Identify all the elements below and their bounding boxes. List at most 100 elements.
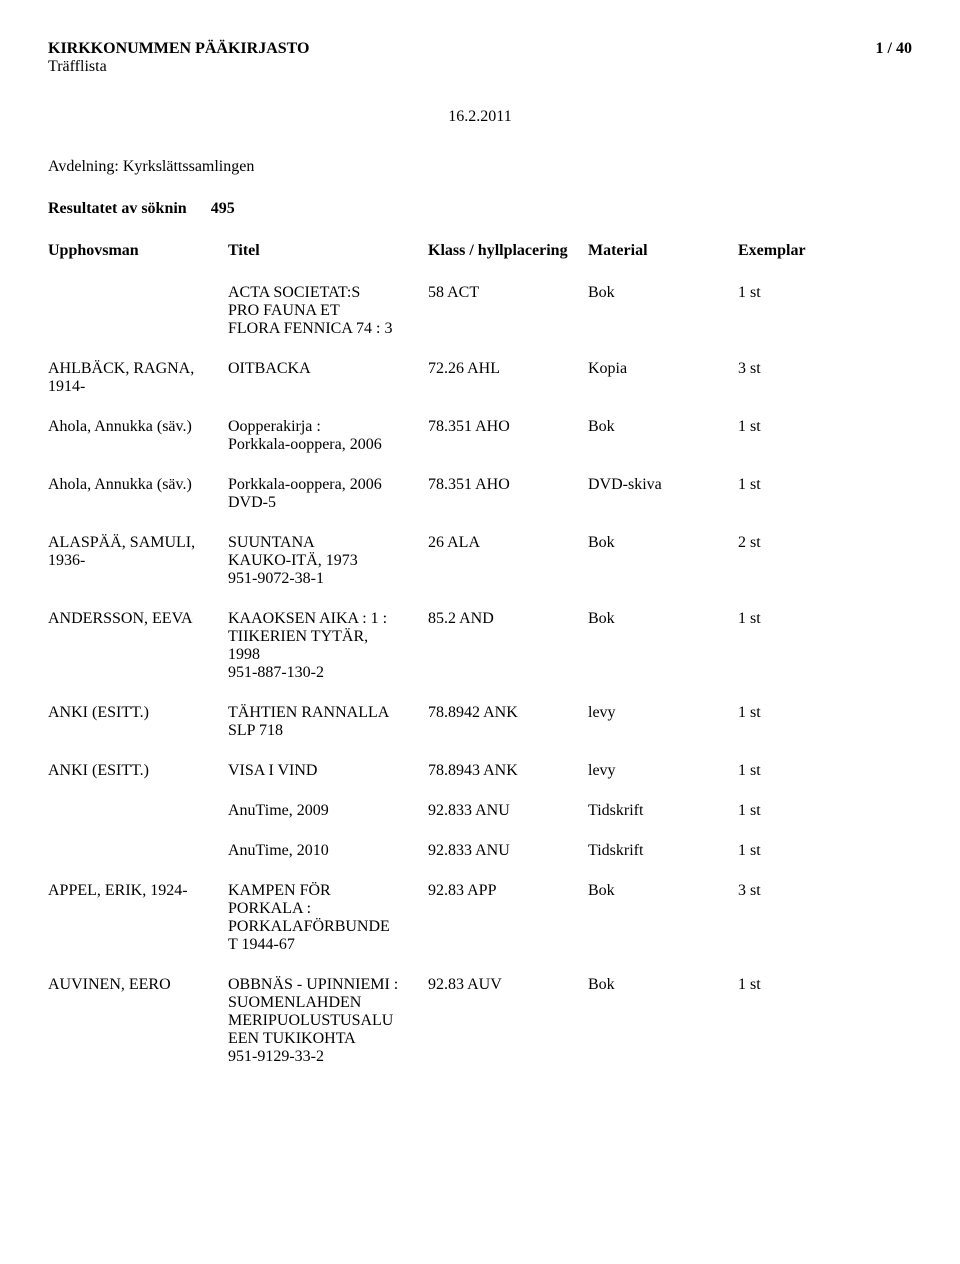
title-line: EEN TUKIKOHTA <box>228 1030 416 1048</box>
cell-author: ANKI (ESITT.) <box>48 762 228 780</box>
title-line: PORKALAFÖRBUNDE <box>228 918 416 936</box>
cell-material: DVD-skiva <box>588 476 738 494</box>
cell-author: ALASPÄÄ, SAMULI, 1936- <box>48 534 228 570</box>
table-row: AnuTime, 2010 92.833 ANUTidskrift1 st <box>48 842 912 860</box>
col-class: Klass / hyllplacering <box>428 242 588 260</box>
title-line: SUUNTANA <box>228 534 416 552</box>
rows-container: ACTA SOCIETAT:SPRO FAUNA ETFLORA FENNICA… <box>48 284 912 1066</box>
cell-title: AnuTime, 2009 <box>228 802 428 820</box>
cell-material: Bok <box>588 882 738 900</box>
title-line: SLP 718 <box>228 722 416 740</box>
title-line: OITBACKA <box>228 360 416 378</box>
table-row: APPEL, ERIK, 1924-KAMPEN FÖRPORKALA :POR… <box>48 882 912 954</box>
column-headers: Upphovsman Titel Klass / hyllplacering M… <box>48 242 912 260</box>
table-row: AHLBÄCK, RAGNA, 1914-OITBACKA 72.26 AHLKo… <box>48 360 912 396</box>
title-line: KAUKO-ITÄ, 1973 <box>228 552 416 570</box>
table-row: Ahola, Annukka (säv.)Oopperakirja :Porkk… <box>48 418 912 454</box>
cell-title: Porkkala-ooppera, 2006DVD-5 <box>228 476 428 512</box>
cell-class: 78.8942 ANK <box>428 704 588 722</box>
cell-class: 92.83 AUV <box>428 976 588 994</box>
title-line: AnuTime, 2009 <box>228 802 416 820</box>
col-title: Titel <box>228 242 428 260</box>
cell-copies: 2 st <box>738 534 858 552</box>
cell-author: AHLBÄCK, RAGNA, 1914- <box>48 360 228 396</box>
table-row: ACTA SOCIETAT:SPRO FAUNA ETFLORA FENNICA… <box>48 284 912 338</box>
cell-material: Bok <box>588 610 738 628</box>
cell-class: 78.8943 ANK <box>428 762 588 780</box>
table-row: ALASPÄÄ, SAMULI, 1936-SUUNTANAKAUKO-ITÄ,… <box>48 534 912 588</box>
title-line: 951-9129-33-2 <box>228 1048 416 1066</box>
title-line: TIIKERIEN TYTÄR, <box>228 628 416 646</box>
cell-class: 92.833 ANU <box>428 842 588 860</box>
cell-class: 78.351 AHO <box>428 476 588 494</box>
cell-material: Bok <box>588 534 738 552</box>
result-count: 495 <box>211 200 235 218</box>
cell-copies: 3 st <box>738 882 858 900</box>
cell-copies: 1 st <box>738 762 858 780</box>
cell-material: Bok <box>588 976 738 994</box>
table-row: ANKI (ESITT.)VISA I VIND 78.8943 ANKlevy1… <box>48 762 912 780</box>
cell-title: KAMPEN FÖRPORKALA :PORKALAFÖRBUNDET 1944… <box>228 882 428 954</box>
title-line: AnuTime, 2010 <box>228 842 416 860</box>
list-subtitle: Träfflista <box>48 58 912 76</box>
cell-copies: 1 st <box>738 418 858 436</box>
cell-title: ACTA SOCIETAT:SPRO FAUNA ETFLORA FENNICA… <box>228 284 428 338</box>
title-line: Porkkala-ooppera, 2006 <box>228 476 416 494</box>
cell-copies: 1 st <box>738 802 858 820</box>
cell-class: 58 ACT <box>428 284 588 302</box>
section-value: Kyrkslättssamlingen <box>123 158 255 175</box>
cell-author: AUVINEN, EERO <box>48 976 228 994</box>
cell-title: TÄHTIEN RANNALLASLP 718 <box>228 704 428 740</box>
title-line: SUOMENLAHDEN <box>228 994 416 1012</box>
cell-class: 85.2 AND <box>428 610 588 628</box>
cell-material: levy <box>588 704 738 722</box>
col-material: Material <box>588 242 738 260</box>
section-label: Avdelning: Kyrkslättssamlingen <box>48 158 912 176</box>
cell-material: Tidskrift <box>588 802 738 820</box>
cell-material: Kopia <box>588 360 738 378</box>
title-line: PRO FAUNA ET <box>228 302 416 320</box>
title-line: 1998 <box>228 646 416 664</box>
cell-title: AnuTime, 2010 <box>228 842 428 860</box>
title-line: PORKALA : <box>228 900 416 918</box>
table-row: Ahola, Annukka (säv.)Porkkala-ooppera, 2… <box>48 476 912 512</box>
title-line: FLORA FENNICA 74 : 3 <box>228 320 416 338</box>
cell-title: OBBNÄS - UPINNIEMI :SUOMENLAHDENMERIPUOL… <box>228 976 428 1066</box>
cell-class: 78.351 AHO <box>428 418 588 436</box>
library-title: KIRKKONUMMEN PÄÄKIRJASTO <box>48 40 310 58</box>
cell-material: Tidskrift <box>588 842 738 860</box>
result-label: Resultatet av söknin <box>48 200 187 218</box>
cell-author: ANDERSSON, EEVA <box>48 610 228 628</box>
title-line: Oopperakirja : <box>228 418 416 436</box>
table-row: ANKI (ESITT.)TÄHTIEN RANNALLASLP 71878.8… <box>48 704 912 740</box>
title-line: KAMPEN FÖR <box>228 882 416 900</box>
report-date: 16.2.2011 <box>48 108 912 126</box>
cell-author: APPEL, ERIK, 1924- <box>48 882 228 900</box>
cell-copies: 1 st <box>738 476 858 494</box>
cell-copies: 1 st <box>738 704 858 722</box>
title-line: VISA I VIND <box>228 762 416 780</box>
cell-copies: 1 st <box>738 976 858 994</box>
cell-title: KAAOKSEN AIKA : 1 :TIIKERIEN TYTÄR,19989… <box>228 610 428 682</box>
section-prefix: Avdelning: <box>48 158 119 175</box>
title-line: DVD-5 <box>228 494 416 512</box>
cell-copies: 1 st <box>738 842 858 860</box>
col-copies: Exemplar <box>738 242 858 260</box>
table-row: AUVINEN, EEROOBBNÄS - UPINNIEMI :SUOMENL… <box>48 976 912 1066</box>
cell-copies: 1 st <box>738 284 858 302</box>
cell-title: VISA I VIND <box>228 762 428 780</box>
title-line: OBBNÄS - UPINNIEMI : <box>228 976 416 994</box>
cell-material: levy <box>588 762 738 780</box>
cell-copies: 1 st <box>738 610 858 628</box>
title-line: 951-9072-38-1 <box>228 570 416 588</box>
cell-class: 26 ALA <box>428 534 588 552</box>
title-line: KAAOKSEN AIKA : 1 : <box>228 610 416 628</box>
table-row: AnuTime, 200992.833 ANUTidskrift1 st <box>48 802 912 820</box>
cell-author: Ahola, Annukka (säv.) <box>48 418 228 436</box>
cell-author: Ahola, Annukka (säv.) <box>48 476 228 494</box>
cell-material: Bok <box>588 284 738 302</box>
title-line: 951-887-130-2 <box>228 664 416 682</box>
title-line: TÄHTIEN RANNALLA <box>228 704 416 722</box>
cell-class: 72.26 AHL <box>428 360 588 378</box>
title-line: MERIPUOLUSTUSALU <box>228 1012 416 1030</box>
